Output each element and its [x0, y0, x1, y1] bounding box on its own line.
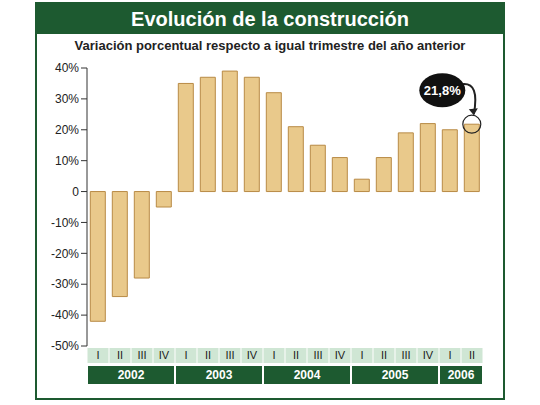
svg-text:-10%: -10% [51, 216, 79, 230]
svg-text:2003: 2003 [206, 368, 233, 382]
svg-text:-40%: -40% [51, 308, 79, 322]
svg-text:2004: 2004 [294, 368, 321, 382]
html-text:Evolución de la construcción: Evolución de la construcción [131, 8, 409, 30]
svg-text:2006: 2006 [448, 368, 475, 382]
svg-text:2002: 2002 [118, 368, 145, 382]
svg-text:10%: 10% [55, 154, 79, 168]
svg-text:II: II [381, 349, 387, 361]
svg-text:40%: 40% [55, 61, 79, 75]
svg-text:-50%: -50% [51, 339, 79, 353]
svg-text:IV: IV [423, 349, 434, 361]
svg-text:30%: 30% [55, 92, 79, 106]
svg-text:I: I [272, 349, 275, 361]
svg-text:21,8%: 21,8% [424, 83, 461, 98]
svg-text:IV: IV [159, 349, 170, 361]
svg-text:III: III [401, 349, 410, 361]
svg-text:I: I [448, 349, 451, 361]
svg-text:IV: IV [335, 349, 346, 361]
svg-text:II: II [117, 349, 123, 361]
html-text:Variación porcentual respecto: Variación porcentual respecto a igual tr… [74, 38, 466, 53]
svg-text:I: I [96, 349, 99, 361]
svg-text:II: II [469, 349, 475, 361]
svg-text:IV: IV [247, 349, 258, 361]
svg-text:2005: 2005 [382, 368, 409, 382]
svg-text:20%: 20% [55, 123, 79, 137]
svg-text:-20%: -20% [51, 247, 79, 261]
svg-text:III: III [313, 349, 322, 361]
svg-text:I: I [184, 349, 187, 361]
svg-text:I: I [360, 349, 363, 361]
svg-text:0: 0 [72, 185, 79, 199]
svg-text:III: III [225, 349, 234, 361]
svg-text:-30%: -30% [51, 277, 79, 291]
svg-text:III: III [137, 349, 146, 361]
svg-text:II: II [205, 349, 211, 361]
svg-text:II: II [293, 349, 299, 361]
